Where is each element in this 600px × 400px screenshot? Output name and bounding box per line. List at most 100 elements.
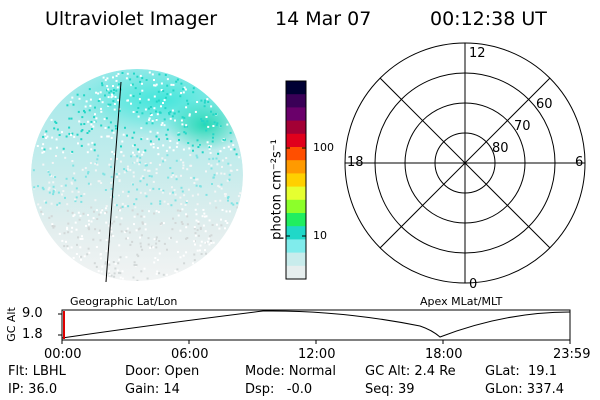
speckle-dot bbox=[155, 172, 158, 175]
speckle-dot bbox=[204, 230, 207, 233]
speckle-dot bbox=[70, 230, 73, 233]
speckle-dot bbox=[170, 204, 173, 207]
speckle-dot bbox=[133, 161, 136, 164]
speckle-dot bbox=[208, 146, 211, 149]
speckle-dot bbox=[171, 115, 174, 118]
speckle-dot bbox=[169, 167, 172, 169]
timeline-y-tick-max: 9.0 bbox=[22, 306, 43, 321]
speckle-dot bbox=[121, 270, 124, 273]
color-band bbox=[286, 226, 306, 240]
speckle-dot bbox=[140, 138, 143, 141]
timeline-ticks bbox=[58, 313, 571, 344]
speckle-dot bbox=[71, 160, 74, 162]
speckle-dot bbox=[129, 243, 132, 246]
speckle-dot bbox=[147, 169, 150, 172]
color-bar-ticks bbox=[286, 147, 306, 237]
color-band bbox=[286, 120, 306, 135]
color-bar bbox=[286, 81, 306, 280]
speckle-dot bbox=[46, 135, 49, 138]
speckle-dot bbox=[156, 131, 159, 134]
timeline-x-tick-3: 18:00 bbox=[425, 347, 463, 362]
speckle-dot bbox=[96, 158, 99, 161]
speckle-dot bbox=[179, 158, 182, 161]
speckle-dot bbox=[80, 200, 83, 203]
speckle-dot bbox=[183, 131, 186, 134]
speckle-dot bbox=[107, 104, 110, 107]
speckle-dot bbox=[138, 98, 141, 101]
speckle-dot bbox=[118, 83, 120, 86]
speckle-dot bbox=[52, 181, 55, 184]
speckle-dot bbox=[115, 74, 118, 77]
speckle-dot bbox=[84, 105, 87, 108]
speckle-dot bbox=[171, 228, 174, 231]
speckle-dot bbox=[161, 191, 164, 194]
speckle-dot bbox=[155, 272, 158, 275]
speckle-dot bbox=[233, 148, 236, 151]
speckle-dot bbox=[238, 156, 241, 159]
speckle-dot bbox=[141, 89, 144, 92]
speckle-dot bbox=[62, 151, 65, 154]
speckle-dot bbox=[220, 224, 223, 227]
speckle-dot bbox=[155, 236, 158, 239]
speckle-dot bbox=[90, 123, 93, 126]
speckle-dot bbox=[105, 221, 108, 224]
speckle-dot bbox=[139, 80, 142, 83]
status-gain: Gain: 14 bbox=[125, 382, 180, 397]
speckle-dot bbox=[180, 186, 183, 189]
speckle-dot bbox=[95, 117, 98, 120]
speckle-dot bbox=[132, 171, 135, 174]
speckle-dot bbox=[93, 143, 96, 146]
speckle-dot bbox=[110, 274, 113, 277]
speckle-dot bbox=[127, 190, 130, 193]
speckle-dot bbox=[212, 133, 215, 136]
speckle-dot bbox=[145, 122, 148, 125]
speckle-dot bbox=[126, 165, 129, 168]
speckle-dot bbox=[180, 119, 183, 122]
instrument-title: Ultraviolet Imager bbox=[45, 8, 218, 30]
speckle-dot bbox=[224, 195, 227, 198]
speckle-dot bbox=[141, 209, 144, 212]
speckle-dot bbox=[114, 267, 117, 270]
speckle-dot bbox=[211, 224, 214, 226]
speckle-dot bbox=[125, 237, 128, 240]
speckle-dot bbox=[106, 77, 109, 80]
speckle-dot bbox=[52, 189, 55, 192]
speckle-dot bbox=[210, 145, 212, 148]
speckle-dot bbox=[56, 128, 59, 131]
speckle-dot bbox=[193, 259, 196, 262]
speckle-dot bbox=[48, 173, 51, 176]
speckle-dot bbox=[110, 187, 113, 190]
speckle-dot bbox=[206, 120, 209, 123]
speckle-dot bbox=[195, 184, 198, 187]
speckle-dot bbox=[110, 230, 113, 233]
speckle-dot bbox=[81, 237, 84, 240]
speckle-dot bbox=[79, 246, 82, 249]
speckle-dot bbox=[155, 238, 157, 241]
speckle-dot bbox=[171, 172, 174, 175]
speckle-dot bbox=[160, 188, 163, 191]
speckle-dot bbox=[152, 143, 155, 145]
speckle-dot bbox=[42, 143, 45, 146]
speckle-dot bbox=[165, 273, 168, 276]
speckle-dot bbox=[212, 241, 215, 244]
status-mode: Mode: Normal bbox=[245, 364, 336, 379]
status-dsp: Dsp: -0.0 bbox=[245, 382, 313, 397]
speckle-dot bbox=[72, 256, 75, 259]
speckle-dot bbox=[205, 129, 208, 132]
speckle-dot bbox=[185, 106, 188, 109]
speckle-dot bbox=[52, 226, 55, 229]
speckle-dot bbox=[131, 136, 134, 139]
speckle-dot bbox=[122, 133, 125, 136]
speckle-dot bbox=[126, 134, 128, 137]
speckle-dot bbox=[200, 118, 203, 121]
speckle-dot bbox=[137, 115, 140, 118]
speckle-dot bbox=[71, 226, 74, 229]
speckle-dot bbox=[181, 123, 184, 126]
speckle-dot bbox=[210, 234, 213, 237]
speckle-dot bbox=[78, 97, 81, 100]
speckle-dot bbox=[70, 134, 72, 137]
speckle-dot bbox=[95, 246, 98, 248]
speckle-dot bbox=[113, 108, 116, 111]
speckle-dot bbox=[131, 240, 134, 243]
speckle-dot bbox=[199, 185, 202, 188]
